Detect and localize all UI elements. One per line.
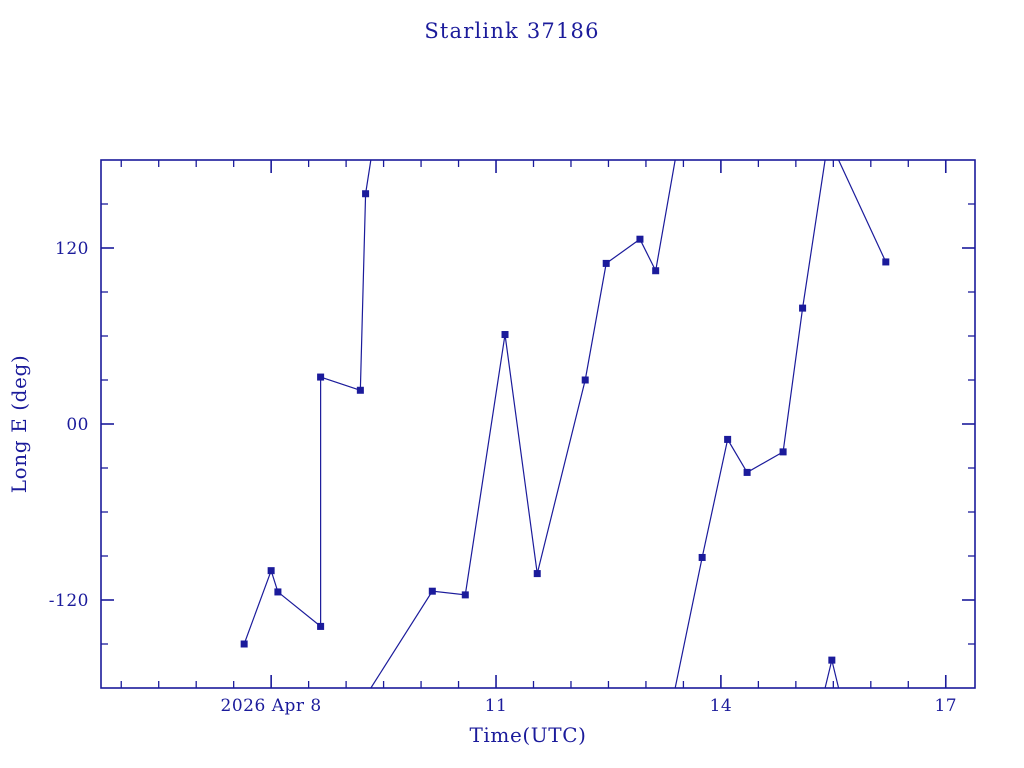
y-tick-label: 00 <box>66 415 89 435</box>
series-marker-group <box>240 190 890 664</box>
data-point-marker <box>698 553 706 561</box>
series-polyline <box>370 159 676 689</box>
data-point-marker <box>317 373 325 381</box>
y-tick-label: -120 <box>49 591 89 611</box>
data-point-marker <box>356 386 364 394</box>
x-axis-title: Time(UTC) <box>469 723 586 747</box>
series-polyline <box>674 159 826 689</box>
chart-title: Starlink 37186 <box>424 19 599 43</box>
data-point-marker <box>602 259 610 267</box>
series-polyline <box>838 159 887 263</box>
data-point-marker <box>362 190 370 198</box>
data-point-marker <box>501 331 509 339</box>
data-point-marker <box>581 376 589 384</box>
data-point-marker <box>428 587 436 595</box>
data-point-marker <box>828 656 836 664</box>
x-axis-tick-labels: 2026 Apr 8 11 14 17 <box>221 696 957 716</box>
data-point-marker <box>240 640 248 648</box>
data-point-marker <box>882 258 890 266</box>
y-axis-tick-labels: 120 00 -120 <box>49 239 89 611</box>
data-point-marker <box>799 304 807 312</box>
data-point-marker <box>267 567 275 575</box>
series-polyline <box>243 159 372 645</box>
x-tick-label: 17 <box>934 696 957 716</box>
y-tick-label: 120 <box>55 239 89 259</box>
y-axis-major-ticks <box>101 247 975 601</box>
x-tick-label: 2026 Apr 8 <box>221 696 322 716</box>
data-point-marker <box>724 435 732 443</box>
series-polyline <box>824 659 840 689</box>
data-point-marker <box>533 570 541 578</box>
x-axis-major-ticks <box>270 160 947 688</box>
data-point-marker <box>636 235 644 243</box>
x-tick-label: 14 <box>710 696 733 716</box>
data-point-marker <box>461 591 469 599</box>
y-axis-title: Long E (deg) <box>7 355 31 494</box>
data-point-marker <box>274 588 282 596</box>
series-polyline-group <box>243 159 887 689</box>
data-point-marker <box>317 622 325 630</box>
plot-frame <box>100 159 976 689</box>
data-point-marker <box>743 468 751 476</box>
y-axis-minor-ticks <box>101 203 975 645</box>
x-tick-label: 11 <box>485 696 508 716</box>
data-point-marker <box>652 267 660 275</box>
data-point-marker <box>779 448 787 456</box>
x-axis-minor-ticks <box>120 160 909 688</box>
